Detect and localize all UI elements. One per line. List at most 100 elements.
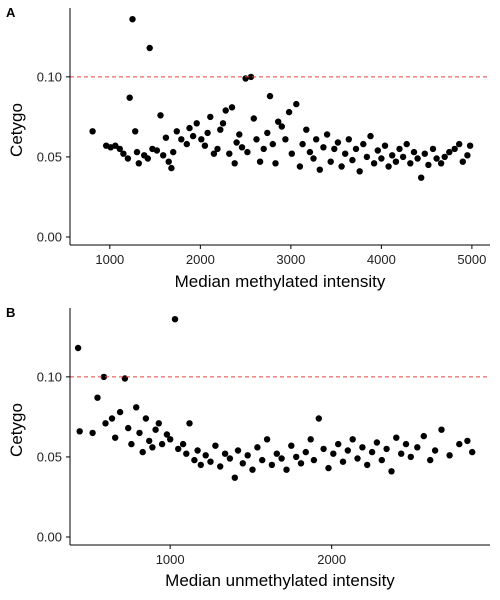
panel-b-point xyxy=(354,455,361,462)
panel-a-point xyxy=(260,145,267,153)
panel-b-x-tick-label: 2000 xyxy=(317,552,346,567)
panel-a-point xyxy=(466,142,474,149)
panel-b-point xyxy=(398,450,405,457)
panel-a-point xyxy=(157,112,164,119)
panel-b-point xyxy=(155,420,162,427)
panel-b-point xyxy=(136,429,143,437)
panel-b-point xyxy=(254,444,261,451)
panel-a-point xyxy=(338,163,345,170)
panel-a-point xyxy=(244,148,251,156)
panel-b-point xyxy=(108,415,116,422)
panel-a-point xyxy=(198,136,205,143)
panel-b-point xyxy=(293,453,300,461)
panel-a-point xyxy=(282,136,289,143)
panel-a-point xyxy=(414,155,421,162)
panel-b-y-axis-title: Cetygo xyxy=(7,403,26,457)
panel-b-point xyxy=(152,426,159,433)
panel-a-point xyxy=(120,150,127,157)
panel-a-point xyxy=(238,144,246,151)
panel-a-point xyxy=(269,140,276,148)
panel-b-point xyxy=(231,474,238,481)
panel-b-point xyxy=(344,447,351,454)
panel-b-point xyxy=(307,436,314,443)
panel-a-point xyxy=(275,118,282,125)
panel-b-point xyxy=(179,440,187,448)
panel-a-point xyxy=(219,120,227,127)
panel-b-point xyxy=(125,424,132,432)
panel-a-point xyxy=(236,131,243,138)
panel-b-point xyxy=(420,432,427,440)
panel-b-y-tick-label: 0.10 xyxy=(37,369,62,384)
panel-a-point xyxy=(385,163,392,170)
panel-a-x-ticks: 1000 2000 3000 4000 5000 xyxy=(95,245,486,267)
panel-b-point xyxy=(402,440,410,448)
panel-a-point xyxy=(210,150,218,157)
panel-b-point xyxy=(359,444,366,451)
panel-b-point xyxy=(335,440,342,448)
panel-a-point xyxy=(135,160,142,167)
panel-a-point xyxy=(253,136,260,143)
panel-a-point xyxy=(327,158,334,165)
panel-a-points xyxy=(89,16,474,181)
panel-a-point xyxy=(464,152,471,159)
panel-a-point xyxy=(356,168,363,175)
panel-b-point xyxy=(464,437,471,445)
panel-b-point xyxy=(283,466,290,473)
panel-b-point xyxy=(186,420,193,427)
panel-b-point xyxy=(244,452,251,459)
panel-b-point xyxy=(146,437,153,445)
panel-b-point xyxy=(378,456,385,464)
panel-a-point xyxy=(278,123,285,130)
panel-b-point xyxy=(121,375,129,382)
panel-a-point xyxy=(233,139,240,146)
panel-a-point xyxy=(310,155,317,162)
panel-a-point xyxy=(162,134,170,141)
panel-a-y-tick-label: 0.05 xyxy=(37,149,62,164)
panel-a-point xyxy=(323,131,331,138)
panel-a-point xyxy=(421,150,428,157)
panel-a-point xyxy=(451,145,458,153)
panel-a-point xyxy=(214,145,221,153)
panel-b-point xyxy=(320,445,327,453)
panel-a-point xyxy=(116,145,124,153)
panel-a-point xyxy=(352,145,360,153)
panel-b-point xyxy=(217,463,224,470)
panel-a-x-tick-label: 2000 xyxy=(186,252,215,267)
panel-a-point xyxy=(293,100,300,108)
panel-a-point xyxy=(334,139,342,146)
panel-b-point xyxy=(234,447,242,454)
panel-a-point xyxy=(256,158,264,165)
panel-b-point xyxy=(339,458,347,465)
panel-a-point xyxy=(272,160,279,167)
panel-b-point xyxy=(373,439,381,446)
panel-b-point xyxy=(171,316,179,323)
panel-a-point xyxy=(446,148,453,156)
panel-b-point xyxy=(414,444,421,451)
panel-a-point xyxy=(316,166,323,173)
panel-a-point xyxy=(363,153,371,161)
panel-a-tag: A xyxy=(6,5,16,20)
panel-a-point xyxy=(242,75,249,82)
panel-b-point xyxy=(74,344,82,352)
panel-a-point xyxy=(146,44,153,52)
panel-a-point xyxy=(153,147,161,154)
panel-a-point xyxy=(160,152,167,159)
panel-a-point xyxy=(389,152,396,159)
panel-b-point xyxy=(393,434,400,441)
panel-b-y-ticks: 0.00 0.05 0.10 xyxy=(37,369,70,544)
panel-a-point xyxy=(367,132,374,140)
panel-b-point xyxy=(191,456,198,464)
panel-b-point xyxy=(139,448,146,456)
panel-a-point xyxy=(392,158,400,165)
panel-a-point xyxy=(425,161,432,169)
panel-a-point xyxy=(313,136,320,143)
panel-b-point xyxy=(368,448,376,456)
panel-a-point xyxy=(437,160,445,167)
panel-a-x-tick-label: 3000 xyxy=(276,252,305,267)
panel-a-point xyxy=(378,155,385,162)
panel-b-point xyxy=(388,468,395,475)
panel-b-point xyxy=(175,445,182,453)
panel-a-point xyxy=(178,136,185,143)
panel-b-point xyxy=(100,373,108,381)
panel-b-point xyxy=(149,444,156,451)
